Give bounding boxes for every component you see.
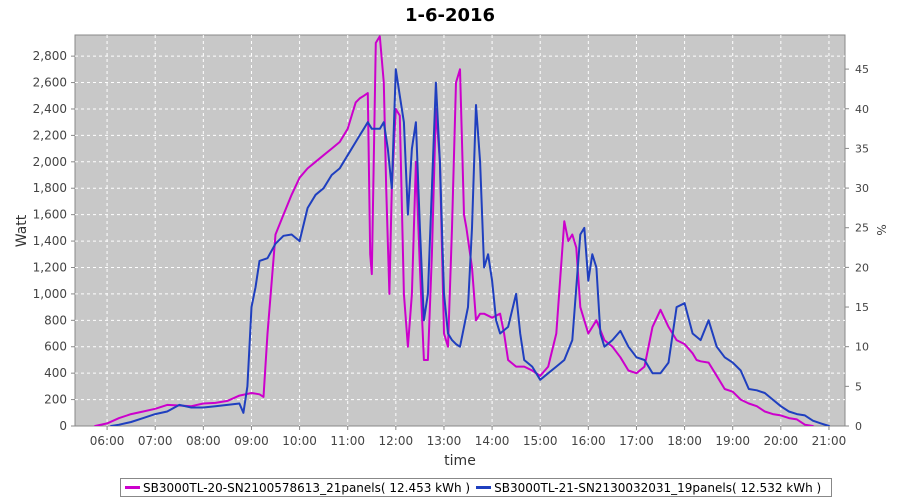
chart-title: 1-6-2016	[405, 5, 495, 26]
y-tick-label: 2,000	[33, 155, 67, 169]
x-tick-label: 19:00	[715, 434, 750, 448]
y2-axis-title: %	[874, 224, 888, 235]
x-tick-label: 06:00	[90, 434, 125, 448]
y2-tick-label: 5	[855, 380, 862, 393]
x-tick-label: 17:00	[619, 434, 654, 448]
y2-tick-label: 30	[855, 182, 869, 195]
y2-tick-label: 20	[855, 261, 869, 274]
x-tick-label: 16:00	[571, 434, 606, 448]
x-tick-label: 21:00	[812, 434, 847, 448]
y-axis-right: 0 5 10 15 20 25 30 35 40 45	[845, 63, 869, 433]
y-axis-title: Watt	[14, 214, 30, 247]
y-axis-left: 0 200 400 600 800 1,000 1,200 1,400 1,600 1,800 2,…	[33, 49, 75, 433]
x-tick-label: 10:00	[282, 434, 317, 448]
x-tick-label: 15:00	[523, 434, 558, 448]
x-axis: 06:00 07:00 08:00 09:00 10:00 11:00 12:00 13:00…	[90, 426, 846, 448]
y-tick-label: 2,800	[33, 49, 67, 63]
y-tick-label: 2,200	[33, 128, 67, 142]
legend-item-series-1: SB3000TL-20-SN2100578613_21panels( 12.45…	[125, 481, 470, 495]
y-tick-label: 0	[59, 419, 67, 433]
y-tick-label: 1,800	[33, 181, 67, 195]
y-tick-label: 800	[44, 313, 67, 327]
series-line-2	[110, 68, 830, 426]
x-tick-label: 14:00	[475, 434, 510, 448]
y2-tick-label: 45	[855, 63, 869, 76]
x-tick-label: 18:00	[667, 434, 702, 448]
series-line-1	[94, 35, 814, 426]
x-tick-label: 12:00	[379, 434, 414, 448]
legend-label-series-2: SB3000TL-21-SN2130032031_19panels( 12.53…	[494, 480, 822, 495]
y2-tick-label: 10	[855, 341, 869, 354]
x-tick-label: 08:00	[186, 434, 221, 448]
x-tick-label: 20:00	[764, 434, 799, 448]
y-tick-label: 400	[44, 366, 67, 380]
y-tick-label: 1,600	[33, 208, 67, 222]
y-tick-label: 2,400	[33, 102, 67, 116]
y2-tick-label: 15	[855, 301, 869, 314]
legend-swatch-blue	[476, 486, 492, 489]
x-tick-label: 13:00	[427, 434, 462, 448]
legend-swatch-magenta	[125, 486, 140, 489]
legend: SB3000TL-20-SN2100578613_21panels( 12.45…	[120, 478, 833, 497]
y2-tick-label: 0	[855, 420, 862, 433]
x-tick-label: 07:00	[138, 434, 173, 448]
x-axis-title: time	[444, 453, 476, 469]
x-tick-label: 11:00	[330, 434, 365, 448]
y-tick-label: 1,000	[33, 287, 67, 301]
legend-label-series-1: SB3000TL-20-SN2100578613_21panels( 12.45…	[143, 480, 471, 495]
y-tick-label: 1,400	[33, 234, 67, 248]
series-layer	[94, 35, 830, 426]
legend-item-series-2: SB3000TL-21-SN2130032031_19panels( 12.53…	[476, 481, 821, 495]
y-tick-label: 600	[44, 340, 67, 354]
y-tick-label: 200	[44, 393, 67, 407]
y2-tick-label: 40	[855, 103, 869, 116]
y-tick-label: 2,600	[33, 76, 67, 90]
x-tick-label: 09:00	[234, 434, 269, 448]
y2-tick-label: 25	[855, 222, 869, 235]
y-tick-label: 1,200	[33, 260, 67, 274]
y2-tick-label: 35	[855, 142, 869, 155]
